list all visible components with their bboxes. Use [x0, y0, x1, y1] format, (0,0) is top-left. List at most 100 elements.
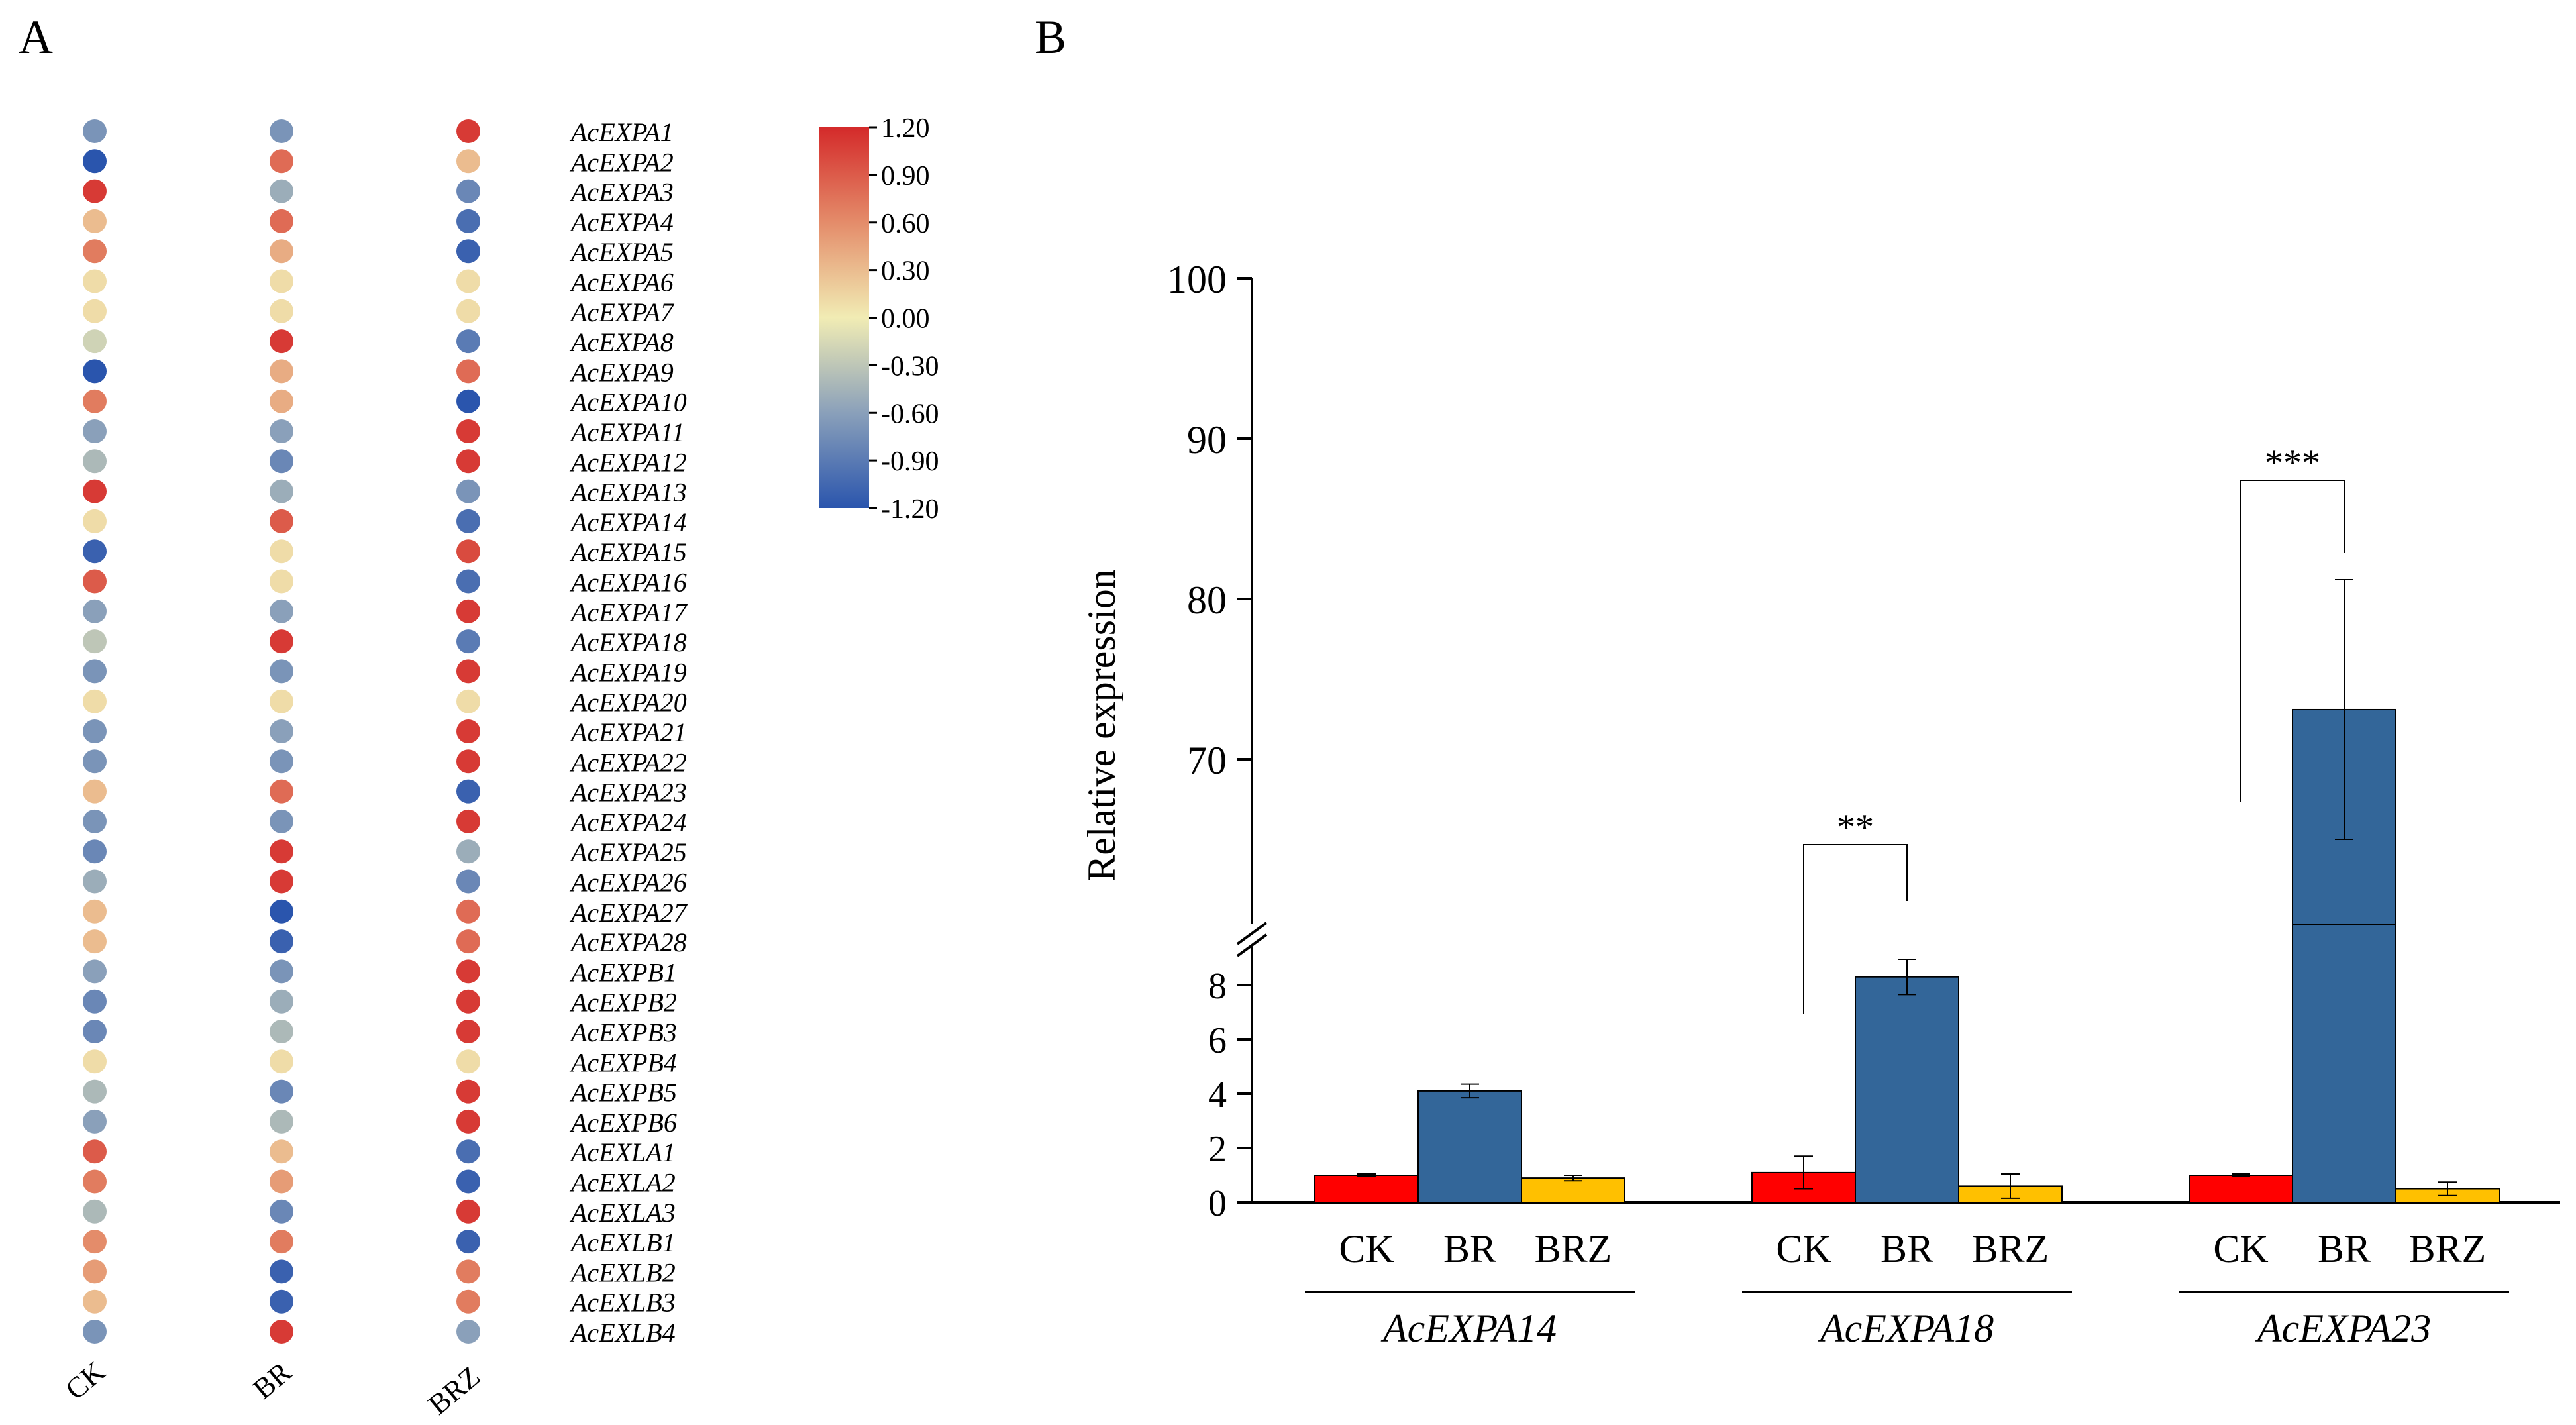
heatmap-dot: [456, 389, 480, 413]
axis-break-mark: [1236, 933, 1268, 957]
heatmap-dot: [270, 1049, 293, 1074]
heatmap-dot: [270, 1320, 293, 1344]
heatmap-row-label: AcEXPA16: [569, 568, 687, 598]
heatmap-row-label: AcEXPB5: [569, 1078, 677, 1108]
heatmap-row-label: AcEXPA15: [569, 537, 687, 567]
colorbar-tick-label: -0.90: [881, 447, 939, 477]
colorbar: 1.20 0.90 0.60 0.30 0.00 -0.30 -0.60 -0.90 -1.20: [819, 113, 939, 525]
heatmap-dot: [83, 1169, 107, 1194]
colorbar-tick-label: 1.20: [881, 113, 930, 144]
heatmap-dot: [456, 899, 480, 924]
y-tick-label: 70: [1187, 739, 1227, 782]
heatmap-row-label: AcEXLA1: [569, 1137, 676, 1167]
heatmap-row-label: AcEXPA26: [569, 868, 687, 898]
heatmap-dot: [83, 1079, 107, 1104]
y-tick-label: 8: [1208, 966, 1227, 1007]
heatmap-dot: [83, 209, 107, 233]
x-category-label: CK: [1776, 1227, 1831, 1271]
heatmap-dot: [456, 479, 480, 503]
heatmap-dot: [83, 689, 107, 713]
heatmap-dot: [456, 1079, 480, 1104]
colorbar-tick-label: 0.60: [881, 209, 930, 239]
heatmap-dot: [270, 1020, 293, 1043]
heatmap-dot: [270, 1109, 293, 1134]
heatmap-dot: [456, 539, 480, 564]
heatmap-dot: [270, 659, 293, 684]
heatmap-dot: [83, 869, 107, 894]
heatmap-dot: [83, 749, 107, 774]
heatmap-dot: [83, 179, 107, 203]
heatmap-dot: [83, 1020, 107, 1043]
heatmap-dot: [270, 929, 293, 954]
heatmap-dot: [270, 689, 293, 713]
heatmap-dot: [270, 509, 293, 533]
heatmap-dot: [83, 509, 107, 533]
heatmap-dot: [83, 1289, 107, 1314]
heatmap-row-label: AcEXPA22: [569, 747, 687, 777]
panel-a-label: A: [19, 11, 53, 64]
heatmap-dot: [270, 779, 293, 804]
heatmap-dot: [83, 899, 107, 924]
heatmap-column-label: CK: [60, 1355, 111, 1406]
heatmap-dot: [270, 989, 293, 1014]
significance-label: **: [1837, 807, 1874, 848]
heatmap-dot: [270, 719, 293, 743]
heatmap-dot: [83, 629, 107, 654]
heatmap-dot: [456, 449, 480, 474]
heatmap-dot: [456, 659, 480, 684]
heatmap-dot: [83, 119, 107, 143]
significance-brackets: *****: [1803, 443, 2345, 1014]
x-category-label: BR: [1880, 1227, 1933, 1271]
heatmap-dot: [83, 419, 107, 443]
heatmap-row-label: AcEXPA14: [569, 507, 687, 537]
heatmap-dot: [270, 209, 293, 233]
bar-br: [1417, 1090, 1522, 1204]
heatmap-row-label: AcEXPA28: [569, 927, 687, 957]
colorbar-tick-label: -0.30: [881, 351, 939, 382]
heatmap-row-label: AcEXPA12: [569, 447, 687, 477]
heatmap-dot: [456, 419, 480, 443]
heatmap-dot: [83, 959, 107, 984]
y-tick-label: 100: [1167, 258, 1227, 301]
heatmap-row-label: AcEXPA27: [569, 898, 688, 927]
heatmap-row-label: AcEXLA3: [569, 1198, 676, 1228]
heatmap-row-label: AcEXPB3: [569, 1018, 677, 1047]
heatmap-row-label: AcEXLB2: [569, 1257, 676, 1287]
heatmap-dot: [270, 809, 293, 833]
heatmap-column-labels: CK BR BRZ: [60, 1355, 487, 1421]
heatmap-row-label: AcEXPA24: [569, 808, 687, 837]
bar-chart-y-ticks: 0 2 4 6 8 70 80 90 100: [1167, 258, 1252, 1224]
group-gene-label: AcEXPA14: [1380, 1306, 1557, 1350]
heatmap-dot: [270, 269, 293, 293]
heatmap-dot: [456, 599, 480, 623]
heatmap-dot: [456, 1199, 480, 1224]
heatmap-dot: [456, 629, 480, 654]
heatmap-row-label: AcEXPA25: [569, 837, 687, 867]
heatmap-dot: [270, 1199, 293, 1224]
heatmap-dot: [270, 1230, 293, 1254]
heatmap-dot: [83, 1199, 107, 1224]
heatmap-dot: [270, 899, 293, 924]
heatmap-row-label: AcEXPA21: [569, 717, 687, 747]
heatmap-dot: [83, 299, 107, 323]
heatmap-dot: [83, 1259, 107, 1284]
y-axis-label: Relative expression: [1080, 569, 1123, 882]
heatmap-dot: [83, 389, 107, 413]
heatmap-dot: [83, 1139, 107, 1164]
x-category-label: BR: [1443, 1227, 1496, 1271]
heatmap-dot: [83, 779, 107, 804]
bar-ck: [1314, 1175, 1419, 1203]
heatmap-dot: [83, 839, 107, 864]
heatmap-dot: [83, 989, 107, 1014]
heatmap-dot: [456, 1109, 480, 1134]
heatmap-dot: [270, 1169, 293, 1194]
heatmap-dot: [456, 869, 480, 894]
heatmap-dot: [83, 569, 107, 594]
heatmap-dot: [456, 569, 480, 594]
colorbar-tick-label: 0.90: [881, 161, 930, 191]
heatmap-dot: [83, 149, 107, 174]
heatmap-dot: [456, 959, 480, 984]
heatmap-row-label: AcEXPB4: [569, 1047, 677, 1077]
bar-ck: [2189, 1175, 2293, 1203]
